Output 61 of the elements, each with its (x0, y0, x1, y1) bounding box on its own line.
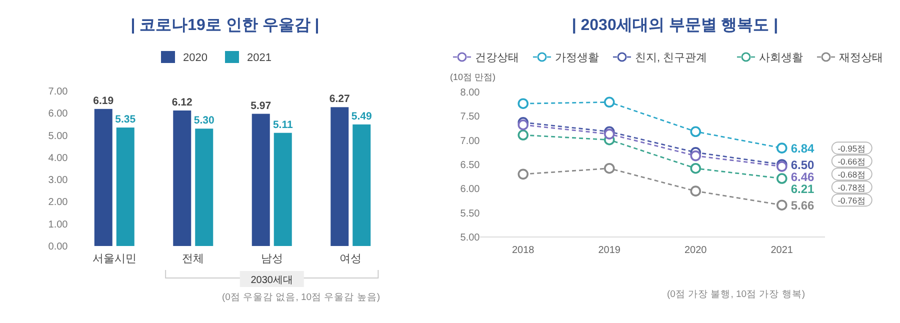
legend-label: 재정상태 (839, 52, 883, 64)
data-label: 5.35 (115, 114, 136, 126)
text: -0.78점 (838, 182, 866, 193)
x-tick-label: 2018 (512, 245, 535, 256)
data-label: 5.66 (790, 198, 815, 213)
x-tick-label: 여성 (340, 253, 362, 265)
data-label: 6.50 (790, 158, 815, 172)
x-tick-label: 서울시민 (92, 253, 136, 265)
legend-label: 2021 (247, 52, 272, 64)
y-tick-label: 6.00 (48, 108, 68, 120)
y-tick-label: 4.00 (48, 152, 68, 164)
text: -0.68점 (838, 170, 866, 180)
x-tick-label: 2019 (598, 245, 621, 256)
text: 2030세대 (250, 275, 293, 286)
x-tick-label: 2021 (770, 245, 794, 256)
y-tick-label: 5.50 (460, 208, 480, 220)
y-tick-label: 7.50 (460, 112, 480, 123)
chart-title: | 2030세대의 부문별 행복도 | (572, 17, 778, 34)
text: -0.66점 (838, 156, 866, 167)
y-tick-label: 7.00 (48, 86, 68, 98)
legend-label: 2020 (183, 52, 208, 64)
legend-label: 가정생활 (555, 52, 599, 64)
y-tick-label: 5.00 (48, 130, 68, 142)
text: -0.95점 (838, 144, 866, 154)
data-label: 6.27 (329, 93, 350, 106)
legend-label: 친지, 친구관계 (635, 52, 708, 64)
legend-item: 2021 (225, 51, 272, 64)
data-label: 6.21 (790, 182, 815, 196)
legend-item: 사회생활 (737, 52, 803, 64)
y-tick-label: 1.00 (48, 219, 68, 230)
y-tick-label: 6.00 (460, 184, 480, 196)
data-label: 6.46 (790, 170, 815, 184)
chart-title: | 코로나19로 인한 우울감 | (130, 17, 320, 34)
legend-item: 재정상태 (817, 52, 883, 64)
data-label: 6.12 (172, 96, 193, 108)
legend-label: 사회생활 (759, 52, 803, 64)
y-tick-label: 3.00 (48, 175, 68, 186)
legend-item: 친지, 친구관계 (613, 52, 708, 64)
x-tick-label: 2020 (684, 245, 708, 256)
data-label: 6.19 (93, 94, 114, 107)
data-label: 5.49 (351, 110, 372, 122)
y-tick-label: 0.00 (48, 242, 68, 252)
x-tick-label: 남성 (260, 253, 283, 265)
y-tick-label: 2.00 (48, 197, 68, 208)
y-tick-label: 7.00 (460, 136, 480, 147)
legend-label: 건강상태 (475, 52, 519, 64)
y-tick-label: 6.50 (460, 160, 480, 171)
y-axis-title: (10점 만점) (450, 72, 496, 82)
legend-item: 건강상태 (453, 52, 519, 64)
y-tick-label: 8.00 (460, 88, 480, 98)
legend-item: 가정생활 (533, 52, 599, 64)
data-label: 5.97 (250, 100, 272, 112)
data-label: 5.11 (272, 118, 293, 131)
text: -0.76점 (838, 196, 866, 206)
text: (0점 우울감 없음, 10점 우울감 높음) (222, 292, 380, 303)
data-label: 5.30 (194, 114, 215, 127)
data-label: 6.84 (790, 142, 815, 156)
text: (0점 가장 불행, 10점 가장 행복) (666, 289, 805, 300)
y-tick-label: 5.00 (460, 232, 480, 244)
legend-item: 2020 (161, 51, 208, 64)
x-tick-label: 전체 (182, 253, 204, 265)
